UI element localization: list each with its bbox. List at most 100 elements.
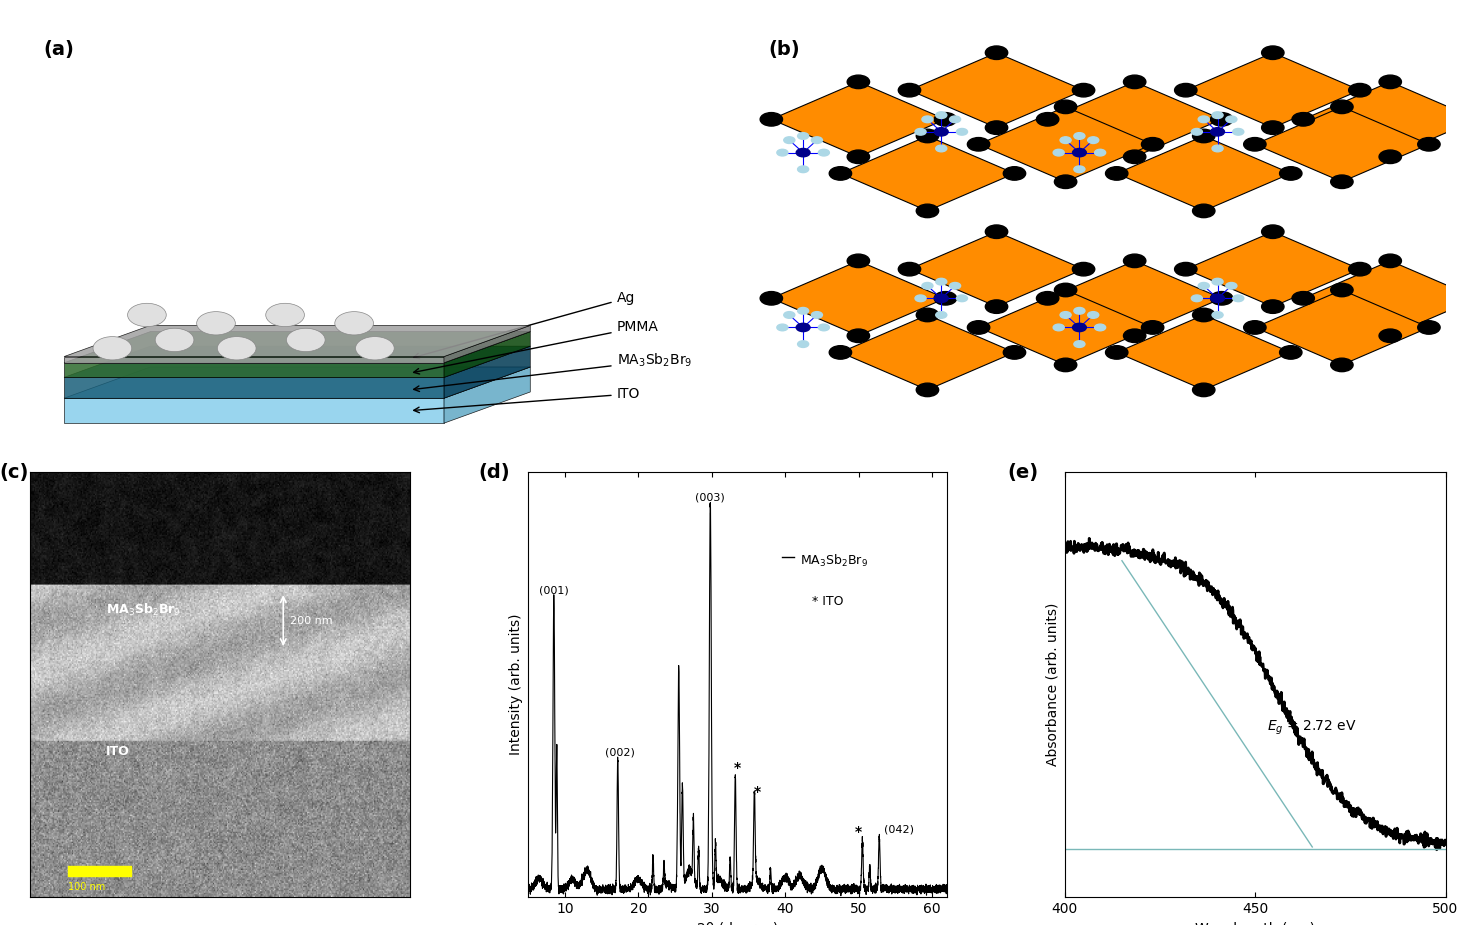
Circle shape [1243,138,1266,151]
Circle shape [1330,283,1353,297]
Circle shape [1233,129,1243,135]
Circle shape [950,282,960,290]
Circle shape [796,324,810,332]
Circle shape [1053,324,1065,331]
Polygon shape [63,346,531,377]
Text: (b): (b) [768,40,801,59]
Polygon shape [1255,107,1429,181]
Circle shape [1330,358,1353,372]
Circle shape [1261,46,1285,59]
Circle shape [335,312,373,335]
Polygon shape [1304,81,1475,156]
Text: MA$_3$Sb$_2$Br$_9$: MA$_3$Sb$_2$Br$_9$ [413,352,692,391]
Circle shape [798,340,808,348]
Text: *: * [754,785,761,799]
Circle shape [898,83,920,97]
X-axis label: 2θ (degree): 2θ (degree) [696,921,779,925]
Circle shape [1094,324,1106,331]
Polygon shape [63,367,531,398]
Circle shape [968,321,990,334]
Circle shape [1348,263,1372,276]
Circle shape [286,328,324,352]
Circle shape [783,137,795,143]
Polygon shape [1117,314,1291,390]
Text: (003): (003) [695,492,726,502]
Circle shape [1198,282,1210,290]
Circle shape [1226,116,1238,123]
Polygon shape [841,314,1015,390]
Circle shape [1174,83,1198,97]
Circle shape [1348,83,1372,97]
Circle shape [847,254,870,267]
Circle shape [1379,150,1401,164]
Circle shape [811,312,823,318]
Circle shape [798,307,808,315]
Circle shape [1074,132,1086,140]
Circle shape [1292,113,1314,126]
Circle shape [1211,113,1233,126]
Polygon shape [841,136,1015,211]
Text: ITO: ITO [413,387,640,413]
Circle shape [1061,312,1071,318]
Text: 100 nm: 100 nm [68,882,105,892]
Circle shape [1106,166,1128,180]
Circle shape [1292,291,1314,305]
Circle shape [1003,166,1025,180]
Circle shape [1280,166,1302,180]
Polygon shape [1304,261,1475,336]
Circle shape [1061,137,1071,143]
Y-axis label: Absorbance (arb. units): Absorbance (arb. units) [1046,603,1059,766]
Circle shape [1087,312,1099,318]
Circle shape [985,300,1007,314]
Circle shape [93,337,131,360]
Polygon shape [978,290,1152,364]
X-axis label: Wavelength (nm): Wavelength (nm) [1195,921,1316,925]
Circle shape [934,294,948,302]
Circle shape [914,295,926,302]
Text: (002): (002) [605,747,634,758]
Polygon shape [63,356,444,363]
Text: * ITO: * ITO [799,596,844,609]
Circle shape [1243,321,1266,334]
Circle shape [985,121,1007,134]
Polygon shape [1047,261,1221,336]
Polygon shape [444,331,531,377]
Circle shape [1261,121,1285,134]
Circle shape [266,303,304,327]
Circle shape [1211,128,1224,136]
Circle shape [1198,116,1210,123]
Polygon shape [444,326,531,363]
Circle shape [819,324,829,331]
Circle shape [1379,75,1401,89]
Circle shape [1053,149,1065,156]
Circle shape [1417,321,1440,334]
Circle shape [127,303,167,327]
Polygon shape [63,331,531,363]
Circle shape [1072,148,1086,156]
Circle shape [1192,295,1202,302]
Circle shape [1226,282,1238,290]
Circle shape [1124,254,1146,267]
Text: $E_g$ = 2.72 eV: $E_g$ = 2.72 eV [1267,719,1357,737]
Text: (042): (042) [885,824,914,834]
Circle shape [1212,278,1223,285]
Text: Ag: Ag [413,291,636,359]
Circle shape [829,346,851,359]
Polygon shape [1255,290,1429,364]
Circle shape [1072,263,1094,276]
Circle shape [914,129,926,135]
Polygon shape [771,261,945,336]
Circle shape [935,312,947,318]
Circle shape [1211,291,1233,305]
Circle shape [1037,113,1059,126]
Circle shape [1074,307,1086,315]
Circle shape [760,113,783,126]
Circle shape [1055,358,1077,372]
Circle shape [922,116,934,123]
Circle shape [1233,295,1243,302]
Circle shape [1055,100,1077,114]
Circle shape [1261,225,1285,239]
Circle shape [1087,137,1099,143]
Text: (d): (d) [478,463,509,482]
Circle shape [1330,175,1353,189]
